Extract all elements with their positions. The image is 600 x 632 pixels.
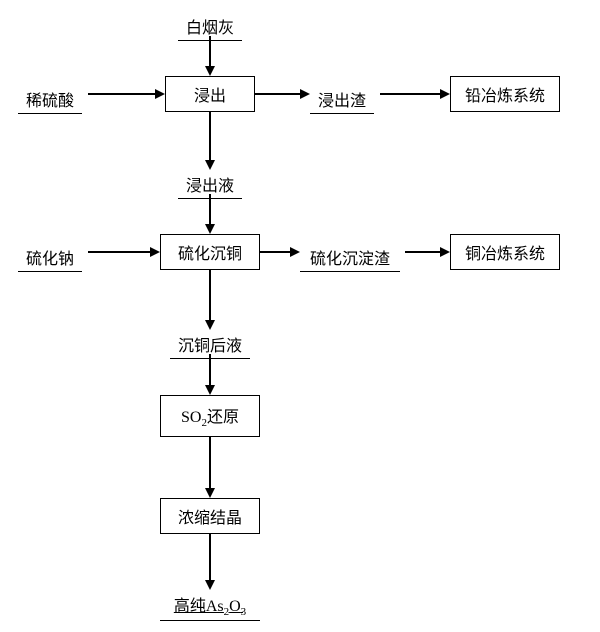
node-sulfide-residue: 硫化沉淀渣 <box>300 243 400 272</box>
node-leach-residue: 浸出渣 <box>310 85 374 114</box>
node-sulfide-cu: 硫化沉铜 <box>160 234 260 270</box>
arrow-down-icon <box>205 160 215 170</box>
edge <box>255 93 301 95</box>
arrow-down-icon <box>205 320 215 330</box>
node-concentrate: 浓缩结晶 <box>160 498 260 534</box>
arrow-right-icon <box>150 247 160 257</box>
edge <box>88 251 150 253</box>
arrow-down-icon <box>205 385 215 395</box>
node-so2-reduce: SO2还原 <box>160 395 260 437</box>
node-leach: 浸出 <box>165 76 255 112</box>
edge <box>209 112 211 162</box>
node-cu-system: 铜冶炼系统 <box>450 234 560 270</box>
arrow-right-icon <box>155 89 165 99</box>
so2-reduce-label: SO2还原 <box>181 403 239 429</box>
node-product: 高纯As2O3 <box>160 590 260 621</box>
edge <box>209 354 211 387</box>
product-label: 高纯As2O3 <box>174 598 246 615</box>
arrow-right-icon <box>440 89 450 99</box>
node-sodium-sulfide: 硫化钠 <box>18 243 82 272</box>
edge <box>260 251 290 253</box>
edge <box>209 194 211 226</box>
edge <box>380 93 440 95</box>
edge <box>405 251 440 253</box>
edge <box>209 534 211 582</box>
arrow-down-icon <box>205 66 215 76</box>
node-acid: 稀硫酸 <box>18 85 82 114</box>
arrow-down-icon <box>205 580 215 590</box>
node-lead-system: 铅冶炼系统 <box>450 76 560 112</box>
arrow-down-icon <box>205 224 215 234</box>
edge <box>88 93 156 95</box>
edge <box>209 437 211 490</box>
edge <box>209 36 211 68</box>
arrow-right-icon <box>290 247 300 257</box>
arrow-right-icon <box>440 247 450 257</box>
arrow-right-icon <box>300 89 310 99</box>
edge <box>209 270 211 322</box>
arrow-down-icon <box>205 488 215 498</box>
